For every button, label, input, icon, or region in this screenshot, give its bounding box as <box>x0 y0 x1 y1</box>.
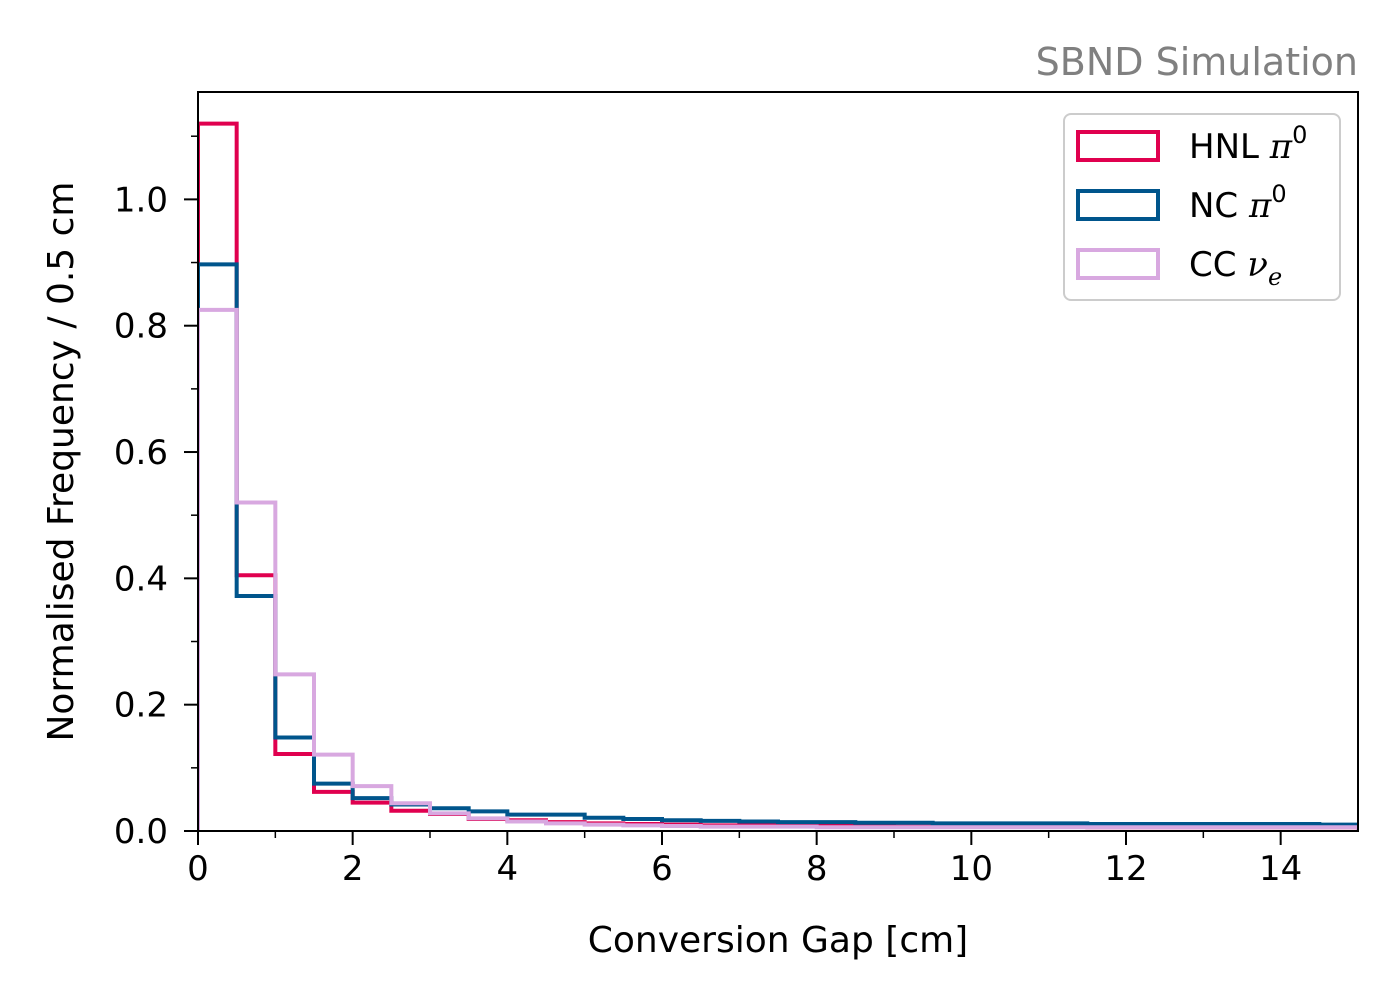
y-axis-title: Normalised Frequency / 0.5 cm <box>41 181 82 741</box>
y-tick-label: 0.2 <box>114 686 168 726</box>
x-tick-label: 4 <box>497 849 519 889</box>
x-tick-label: 10 <box>950 849 993 889</box>
simulation-annotation: SBND Simulation <box>1036 40 1358 84</box>
plot-frame <box>197 91 1359 832</box>
y-tick-label: 0.4 <box>114 559 168 599</box>
series-nc-step <box>198 262 1358 831</box>
legend-label-hnl: HNL π0 <box>1189 121 1307 167</box>
legend-label-nc: NC π0 <box>1189 180 1287 226</box>
legend-label-cc: CC νe <box>1189 245 1282 291</box>
y-tick-label: 0.6 <box>114 433 168 473</box>
x-tick-label: 12 <box>1104 849 1147 889</box>
y-tick-label: 1.0 <box>114 180 168 220</box>
y-axis: 0.0 0.2 0.4 0.6 0.8 1.0 <box>114 135 198 852</box>
legend-swatch-cc <box>1076 248 1160 280</box>
x-tick-label: 2 <box>342 849 364 889</box>
series-layer <box>198 121 1358 831</box>
x-axis-title: Conversion Gap [cm] <box>588 920 968 961</box>
x-tick-label: 14 <box>1259 849 1302 889</box>
x-tick-label: 8 <box>806 849 828 889</box>
x-tick-label: 6 <box>651 849 673 889</box>
legend-swatch-hnl <box>1076 130 1160 162</box>
series-cc-step <box>198 307 1358 831</box>
x-axis: 0 2 4 6 8 10 12 14 <box>187 831 1302 889</box>
x-tick-label: 0 <box>187 849 209 889</box>
legend-swatch-nc <box>1076 189 1160 221</box>
y-tick-label: 0.0 <box>114 812 168 852</box>
legend: HNL π0 NC π0 CC νe <box>1063 113 1341 301</box>
y-tick-label: 0.8 <box>114 307 168 347</box>
